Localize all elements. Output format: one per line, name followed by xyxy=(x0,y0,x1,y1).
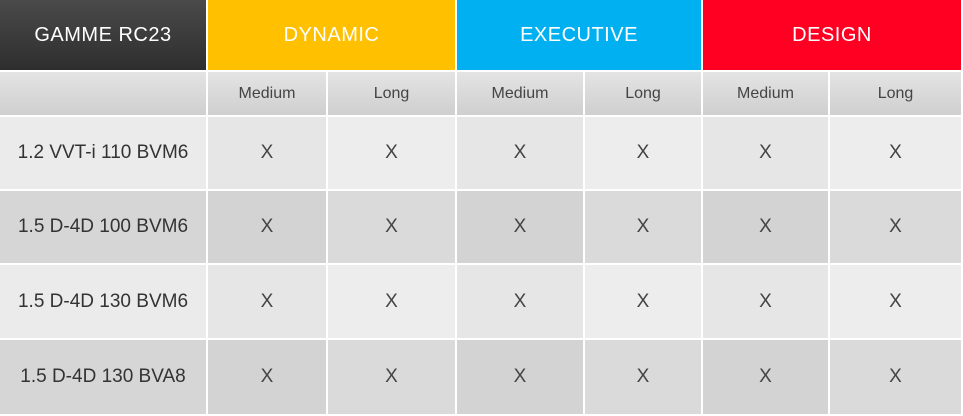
availability-mark: X xyxy=(457,191,585,265)
availability-mark: X xyxy=(703,340,830,416)
availability-mark: X xyxy=(208,265,328,340)
subheader-cell: Medium xyxy=(457,72,585,117)
availability-mark: X xyxy=(585,265,703,340)
availability-mark: X xyxy=(830,117,963,191)
row-label: 1.5 D-4D 130 BVM6 xyxy=(0,265,208,340)
row-label: 1.5 D-4D 100 BVM6 xyxy=(0,191,208,265)
header-cell: DYNAMIC xyxy=(208,0,457,72)
availability-mark: X xyxy=(585,340,703,416)
availability-mark: X xyxy=(328,117,457,191)
availability-mark: X xyxy=(208,117,328,191)
availability-mark: X xyxy=(703,265,830,340)
availability-mark: X xyxy=(208,191,328,265)
subheader-corner xyxy=(0,72,208,117)
availability-mark: X xyxy=(830,191,963,265)
availability-mark: X xyxy=(208,340,328,416)
header-cell: GAMME RC23 xyxy=(0,0,208,72)
subheader-cell: Medium xyxy=(208,72,328,117)
availability-mark: X xyxy=(457,265,585,340)
availability-mark: X xyxy=(457,117,585,191)
subheader-cell: Long xyxy=(585,72,703,117)
availability-mark: X xyxy=(585,117,703,191)
availability-mark: X xyxy=(830,340,963,416)
subheader-cell: Medium xyxy=(703,72,830,117)
availability-mark: X xyxy=(328,340,457,416)
header-cell: DESIGN xyxy=(703,0,963,72)
availability-mark: X xyxy=(703,117,830,191)
availability-mark: X xyxy=(703,191,830,265)
subheader-cell: Long xyxy=(830,72,963,117)
availability-mark: X xyxy=(328,191,457,265)
availability-mark: X xyxy=(457,340,585,416)
availability-mark: X xyxy=(585,191,703,265)
availability-mark: X xyxy=(328,265,457,340)
subheader-cell: Long xyxy=(328,72,457,117)
availability-mark: X xyxy=(830,265,963,340)
row-label: 1.2 VVT-i 110 BVM6 xyxy=(0,117,208,191)
header-cell: EXECUTIVE xyxy=(457,0,703,72)
row-label: 1.5 D-4D 130 BVA8 xyxy=(0,340,208,416)
